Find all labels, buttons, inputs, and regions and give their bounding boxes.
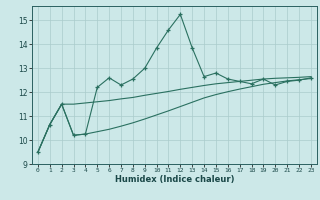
X-axis label: Humidex (Indice chaleur): Humidex (Indice chaleur)	[115, 175, 234, 184]
